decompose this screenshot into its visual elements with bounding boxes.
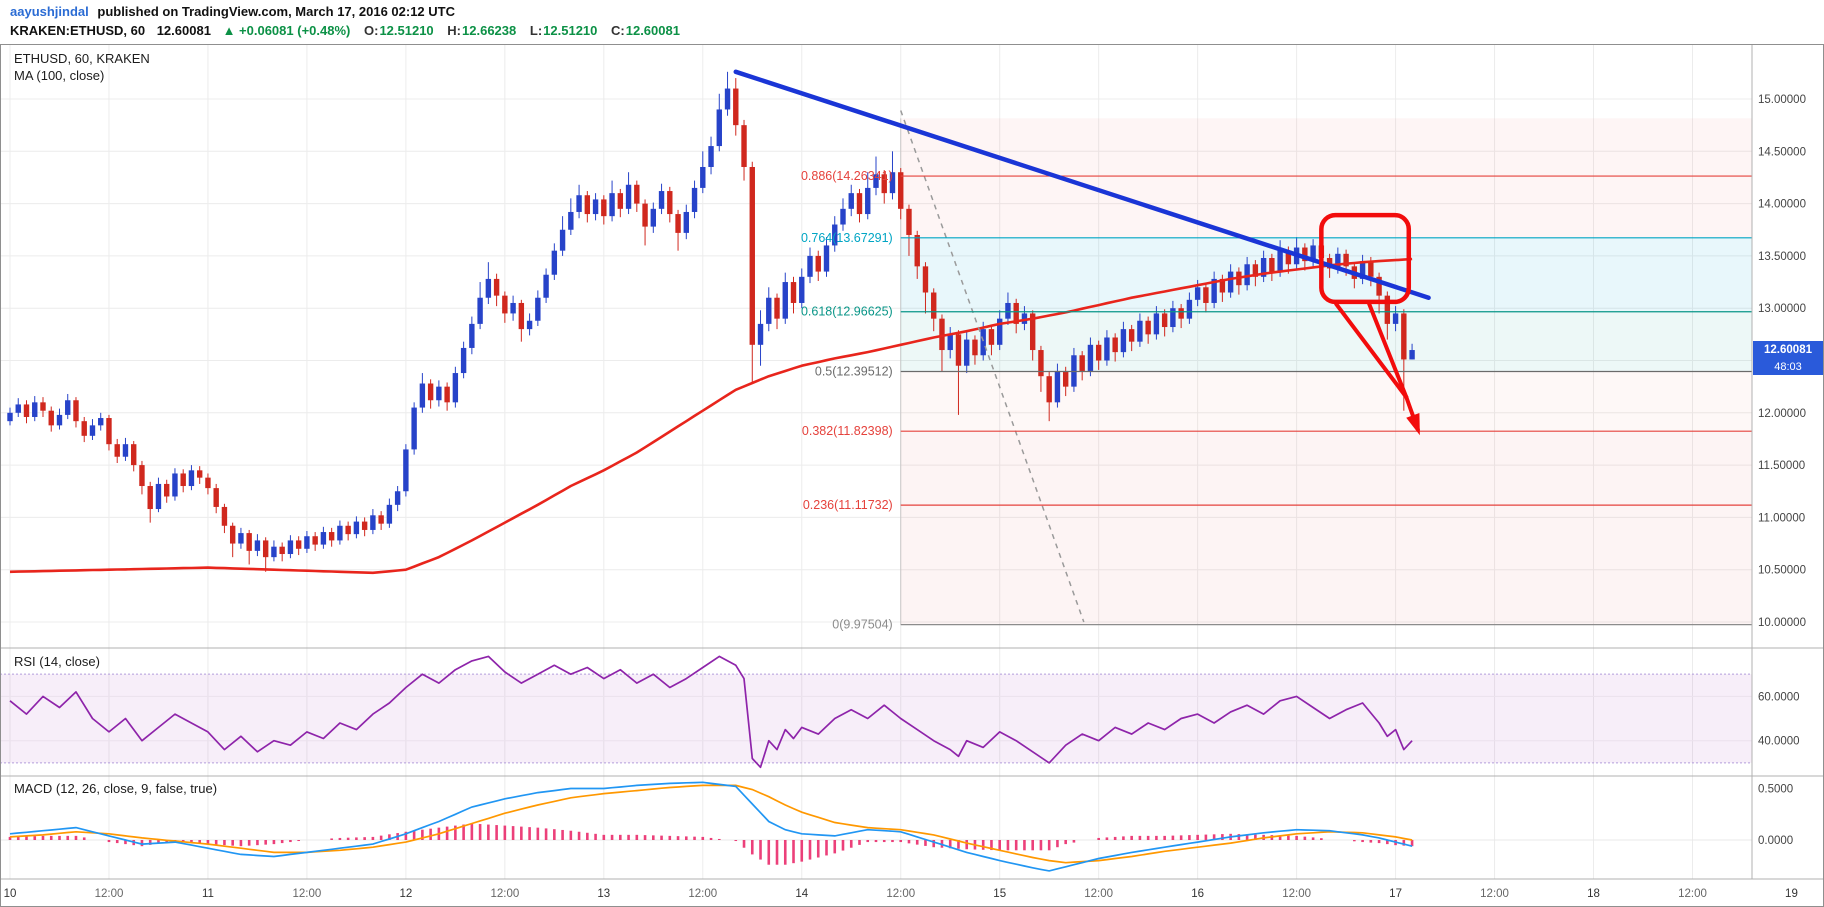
- svg-text:0.382(11.82398): 0.382(11.82398): [802, 424, 893, 438]
- annotation-arrow: [1334, 302, 1420, 436]
- price-axis: 15.00000 14.50000 14.00000 13.50000 13.00000…: [1758, 94, 1806, 847]
- svg-text:12: 12: [399, 888, 412, 900]
- open-value: 12.51210: [379, 23, 434, 38]
- close-label: C:: [611, 23, 625, 38]
- chart-canvas[interactable]: 0.886(14.26341) 0.764(13.67291) 0.618(12.9…: [0, 44, 1824, 907]
- svg-text:0.5(12.39512): 0.5(12.39512): [815, 364, 893, 378]
- author-link[interactable]: aayushjindal: [10, 4, 89, 19]
- symbol-line: KRAKEN:ETHUSD, 60 12.60081 ▲ +0.06081 (+…: [10, 23, 680, 38]
- candlestick-series: [7, 71, 1415, 572]
- rsi-line: [9, 655, 1413, 769]
- svg-text:0(9.97504): 0(9.97504): [832, 618, 892, 632]
- fib-retracement-levels: 0.886(14.26341) 0.764(13.67291) 0.618(12.9…: [801, 169, 1752, 632]
- svg-text:13: 13: [597, 888, 610, 900]
- svg-text:12:00: 12:00: [1282, 888, 1311, 900]
- svg-text:12:00: 12:00: [688, 888, 717, 900]
- svg-text:12:00: 12:00: [293, 888, 322, 900]
- svg-text:14.00000: 14.00000: [1758, 199, 1806, 211]
- svg-text:15.00000: 15.00000: [1758, 94, 1806, 106]
- svg-text:14: 14: [795, 888, 808, 900]
- bar-countdown-badge: 48:03: [1753, 359, 1823, 375]
- dashed-trendline: [900, 110, 1085, 623]
- macd-pane: [8, 781, 1414, 872]
- svg-text:0.618(12.96625): 0.618(12.96625): [801, 305, 893, 319]
- descending-trendline: [733, 69, 1431, 300]
- svg-text:16: 16: [1191, 888, 1204, 900]
- svg-text:18: 18: [1587, 888, 1600, 900]
- svg-text:12:00: 12:00: [490, 888, 519, 900]
- svg-text:0.236(11.11732): 0.236(11.11732): [803, 498, 893, 512]
- svg-text:12:00: 12:00: [1678, 888, 1707, 900]
- main-pane-legend: ETHUSD, 60, KRAKEN: [14, 51, 150, 66]
- fib-retracement-bands: [900, 118, 1752, 625]
- high-value: 12.66238: [462, 23, 517, 38]
- low-value: 12.51210: [543, 23, 598, 38]
- svg-text:13.00000: 13.00000: [1758, 303, 1806, 315]
- close-value: 12.60081: [625, 23, 680, 38]
- svg-text:19: 19: [1785, 888, 1798, 900]
- low-label: L:: [529, 23, 543, 38]
- high-label: H:: [447, 23, 462, 38]
- svg-text:0.5000: 0.5000: [1758, 784, 1793, 796]
- svg-text:40.0000: 40.0000: [1758, 736, 1800, 748]
- macd-pane-legend: MACD (12, 26, close, 9, false, true): [14, 781, 218, 796]
- published-text: published on TradingView.com, March 17, …: [97, 4, 455, 19]
- svg-text:11.50000: 11.50000: [1758, 460, 1805, 472]
- svg-text:15: 15: [993, 888, 1006, 900]
- time-axis: 10 12:00 11 12:00 12 12:00 13 12:00 14 12:00 15 12:…: [4, 888, 1798, 900]
- svg-text:0.0000: 0.0000: [1758, 835, 1793, 847]
- macd-line: [9, 781, 1413, 872]
- svg-text:10.50000: 10.50000: [1758, 565, 1806, 577]
- current-price-badge: 12.60081: [1753, 341, 1823, 359]
- svg-text:12:00: 12:00: [1084, 888, 1113, 900]
- svg-text:14.50000: 14.50000: [1758, 146, 1806, 158]
- svg-text:0.886(14.26341): 0.886(14.26341): [801, 169, 893, 183]
- open-label: O:: [363, 23, 379, 38]
- svg-text:12:00: 12:00: [95, 888, 124, 900]
- macd-signal-line: [9, 784, 1413, 864]
- svg-text:13.50000: 13.50000: [1758, 251, 1806, 263]
- svg-text:60.0000: 60.0000: [1758, 691, 1800, 703]
- ma-indicator-legend: MA (100, close): [14, 68, 105, 83]
- svg-text:12:00: 12:00: [886, 888, 915, 900]
- rsi-pane: [0, 655, 1752, 769]
- svg-text:11.00000: 11.00000: [1758, 512, 1805, 524]
- price-change: ▲ +0.06081 (+0.48%): [222, 23, 351, 38]
- svg-text:0.764(13.67291): 0.764(13.67291): [801, 231, 893, 245]
- last-price: 12.60081: [156, 23, 211, 38]
- chart-region: 0.886(14.26341) 0.764(13.67291) 0.618(12.9…: [0, 44, 1824, 907]
- svg-text:12.00000: 12.00000: [1758, 408, 1806, 420]
- symbol-title: KRAKEN:ETHUSD, 60: [10, 23, 146, 38]
- publish-line: aayushjindal published on TradingView.co…: [10, 4, 455, 19]
- annotation-rectangle: [1319, 212, 1412, 305]
- svg-text:17: 17: [1389, 888, 1402, 900]
- svg-text:10: 10: [4, 888, 17, 900]
- ma-100-line: [9, 257, 1413, 575]
- svg-text:12:00: 12:00: [1480, 888, 1509, 900]
- svg-text:11: 11: [202, 888, 214, 900]
- svg-text:10.00000: 10.00000: [1758, 617, 1806, 629]
- rsi-pane-legend: RSI (14, close): [14, 654, 100, 669]
